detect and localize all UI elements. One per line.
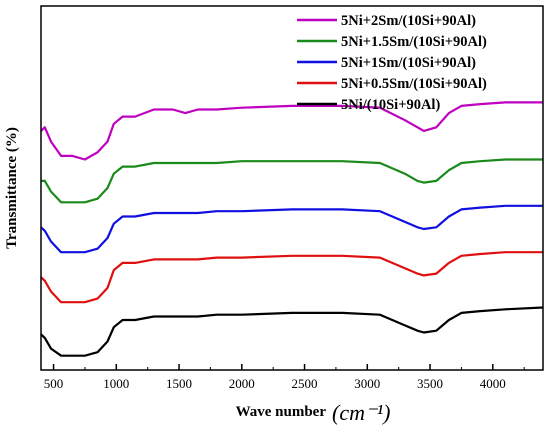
series-line-2: [40, 204, 543, 254]
series-line-3: [40, 251, 543, 304]
series-line-4: [40, 306, 544, 357]
x-tick-label-1: 1000: [103, 376, 129, 391]
series-group: [40, 101, 544, 357]
x-tick-label-6: 3500: [417, 376, 443, 391]
legend-label-2: 5Ni+1Sm/(10Si+90Al): [341, 55, 476, 71]
legend-label-1: 5Ni+1.5Sm/(10Si+90Al): [341, 34, 487, 50]
y-axis-title: Transmittance (%): [4, 127, 20, 249]
series-line-1: [41, 158, 543, 204]
x-axis-title: Wave number: [236, 404, 327, 420]
legend-label-0: 5Ni+2Sm/(10Si+90Al): [341, 13, 476, 29]
x-tick-label-3: 2000: [229, 376, 255, 391]
x-tick-label-2: 1500: [166, 376, 192, 391]
legend: 5Ni+2Sm/(10Si+90Al) 5Ni+1.5Sm/(10Si+90Al)…: [297, 13, 487, 113]
legend-label-4: 5Ni/(10Si+90Al): [341, 97, 440, 113]
x-axis-unit: (cm⁻¹): [332, 400, 391, 425]
legend-label-3: 5Ni+0.5Sm/(10Si+90Al): [341, 76, 487, 92]
x-axis: 500 1000 1500 2000 2500 3000 3500 4000: [44, 364, 525, 391]
x-tick-label-0: 500: [44, 376, 64, 391]
plot-frame: [40, 5, 544, 371]
x-tick-label-7: 4000: [480, 376, 506, 391]
x-tick-label-4: 2500: [292, 376, 318, 391]
series-line-0: [40, 101, 543, 161]
x-tick-label-5: 3000: [354, 376, 380, 391]
